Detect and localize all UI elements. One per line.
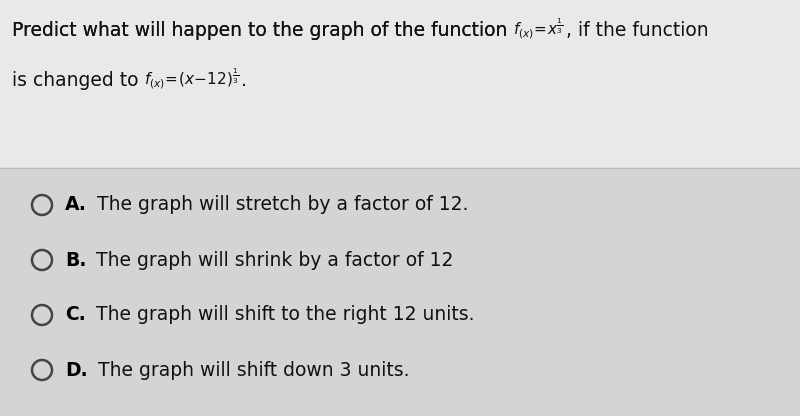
Text: The graph will shrink by a factor of 12: The graph will shrink by a factor of 12 — [90, 250, 454, 270]
Text: The graph will shift down 3 units.: The graph will shift down 3 units. — [92, 361, 409, 379]
Text: D.: D. — [65, 361, 88, 379]
Text: The graph will shift to the right 12 units.: The graph will shift to the right 12 uni… — [90, 305, 474, 324]
Bar — [0, 0, 800, 168]
Text: is changed to: is changed to — [12, 70, 145, 89]
Text: A.: A. — [65, 196, 87, 215]
Bar — [0, 168, 800, 416]
Text: Predict what will happen to the graph of the function: Predict what will happen to the graph of… — [12, 20, 514, 40]
Text: B.: B. — [65, 250, 86, 270]
Text: Predict what will happen to the graph of the function: Predict what will happen to the graph of… — [12, 20, 514, 40]
Text: The graph will stretch by a factor of 12.: The graph will stretch by a factor of 12… — [91, 196, 468, 215]
Text: $f_{(x)}\!=\!x^{\frac{1}{3}}$: $f_{(x)}\!=\!x^{\frac{1}{3}}$ — [514, 17, 564, 41]
Text: , if the function: , if the function — [566, 20, 709, 40]
Text: C.: C. — [65, 305, 86, 324]
Text: .: . — [241, 70, 246, 89]
Text: $f_{(x)}\!=\!(x\!-\!12)^{\frac{1}{3}}$: $f_{(x)}\!=\!(x\!-\!12)^{\frac{1}{3}}$ — [145, 67, 240, 91]
